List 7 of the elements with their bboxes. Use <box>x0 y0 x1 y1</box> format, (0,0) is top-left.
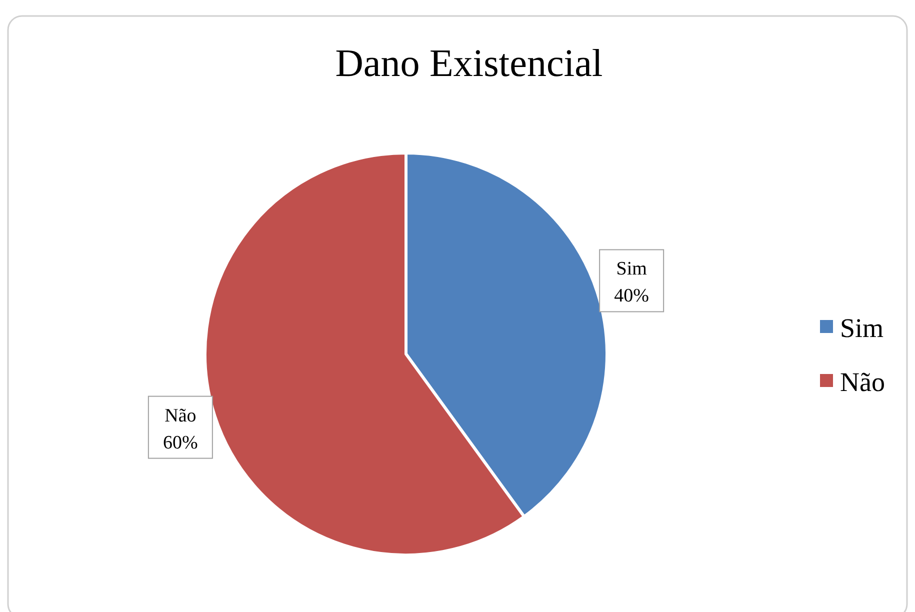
chart-title: Dano Existencial <box>335 42 603 85</box>
legend-label: Não <box>840 367 885 397</box>
data-label: 40% <box>614 286 650 307</box>
data-label: 60% <box>163 432 198 454</box>
slice-label: Sim <box>616 258 648 280</box>
legend-label: Sim <box>840 313 884 343</box>
slice-label: Não <box>164 405 196 426</box>
